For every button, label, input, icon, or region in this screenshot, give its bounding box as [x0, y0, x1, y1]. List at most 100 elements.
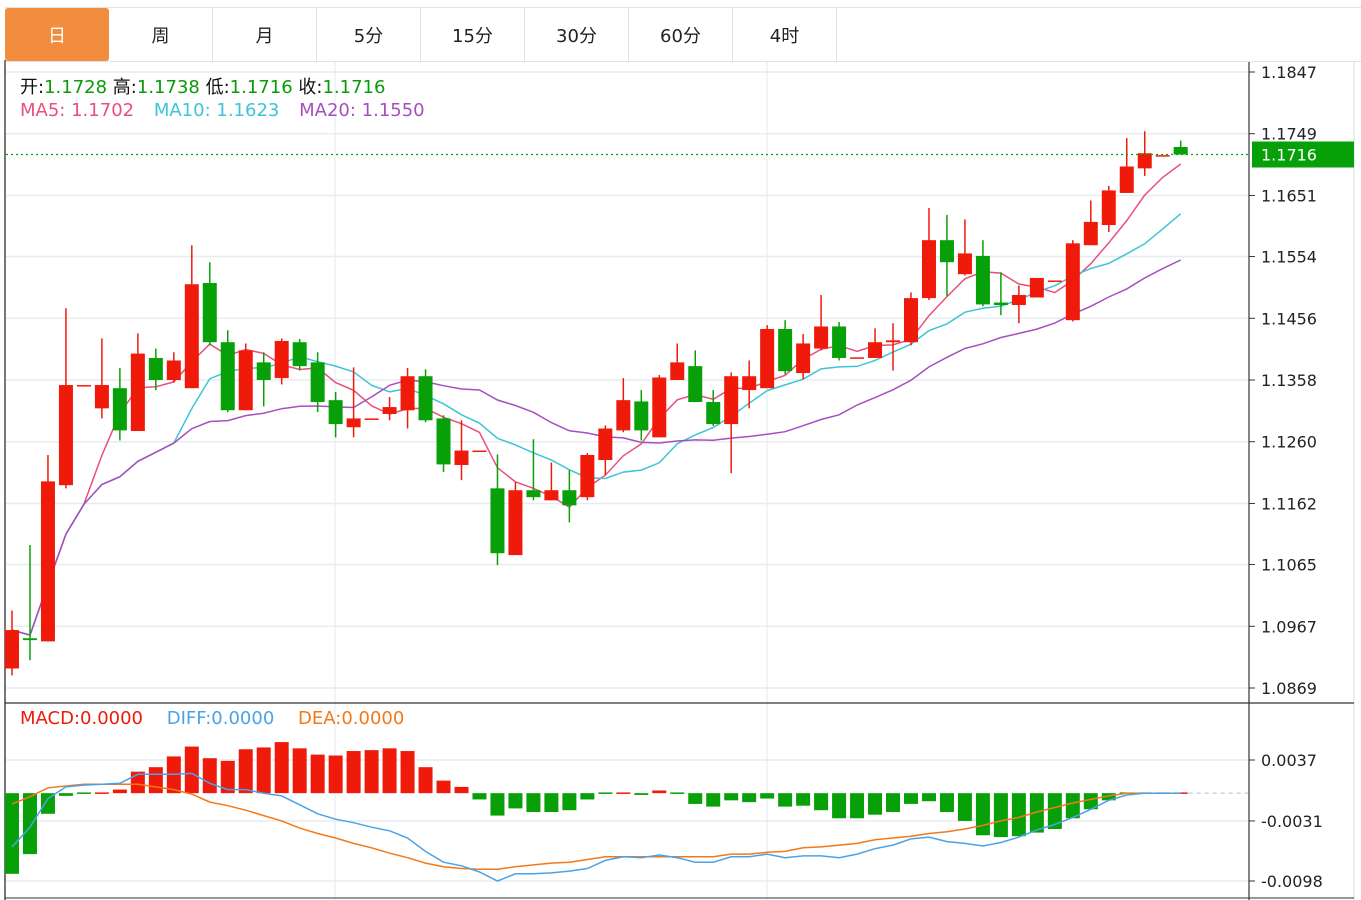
candle-body — [490, 488, 505, 554]
candle — [292, 339, 307, 371]
dea-value: 0.0000 — [341, 708, 405, 729]
macd-bar — [868, 793, 883, 815]
macd-bar — [760, 793, 775, 799]
candle — [580, 453, 595, 501]
candle-body — [400, 376, 415, 411]
candle — [616, 378, 631, 433]
candle-body — [688, 366, 703, 403]
macd-bar — [1011, 793, 1026, 837]
candle-body — [508, 490, 523, 556]
candle — [634, 390, 649, 441]
candle-body — [796, 343, 811, 374]
candle-body — [921, 240, 936, 299]
candle-body — [1083, 221, 1098, 246]
macd-bar — [364, 750, 379, 794]
candle — [202, 262, 217, 346]
tab-4hour[interactable]: 4时 — [733, 8, 837, 61]
left-border — [4, 60, 6, 900]
candle — [148, 348, 163, 391]
ma20-line — [11, 259, 1182, 637]
last-price-tag — [1252, 141, 1354, 168]
candle — [382, 397, 397, 421]
tab-60min[interactable]: 60分 — [629, 8, 733, 61]
macd-bar — [184, 746, 199, 794]
candle — [58, 308, 73, 489]
macd-bar — [814, 793, 829, 811]
price-tick-label: 1.0967 — [1261, 617, 1317, 636]
candle-body — [706, 402, 721, 425]
macd-bar — [310, 754, 325, 794]
macd-tick-label: -0.0098 — [1261, 872, 1323, 891]
macd-bar — [436, 780, 451, 794]
candle-body — [94, 385, 109, 409]
macd-bar — [508, 793, 523, 809]
macd-bar — [382, 748, 397, 794]
macd-bar — [526, 793, 541, 812]
macd-bar — [328, 755, 343, 794]
high-value: 1.1738 — [136, 77, 200, 98]
candle — [706, 390, 721, 426]
tab-day[interactable]: 日 — [5, 8, 109, 61]
candle-body — [1173, 146, 1188, 155]
macd-bar — [1029, 793, 1044, 833]
ma10-line — [11, 213, 1182, 637]
candle-body — [256, 362, 271, 380]
tab-15min[interactable]: 15分 — [421, 8, 525, 61]
candle — [1101, 186, 1116, 232]
macd-bar — [238, 749, 253, 794]
macd-bar — [634, 793, 649, 795]
price-tick-label: 1.1651 — [1261, 186, 1317, 205]
candle-body — [130, 353, 145, 432]
tab-5min[interactable]: 5分 — [317, 8, 421, 61]
open-label: 开: — [20, 77, 45, 98]
macd-bar — [202, 758, 217, 794]
candle-body — [274, 340, 289, 379]
macd-tick-label: -0.0031 — [1261, 812, 1323, 831]
macd-bar — [742, 793, 757, 803]
candle — [310, 352, 325, 413]
candle-body — [184, 284, 199, 389]
candle-body — [868, 342, 883, 358]
candle-body — [112, 388, 127, 431]
candle — [796, 334, 811, 380]
tab-week[interactable]: 周 — [109, 8, 213, 61]
candle — [256, 352, 271, 407]
candle-body — [1065, 243, 1080, 321]
macd-bar — [58, 793, 73, 796]
candle-body — [598, 428, 613, 460]
macd-bar — [148, 767, 163, 794]
candle — [742, 360, 757, 409]
tab-month[interactable]: 月 — [213, 8, 317, 61]
candle — [436, 415, 451, 472]
candle-body — [1011, 294, 1026, 306]
ma20-value: 1.1550 — [361, 100, 425, 121]
candle — [562, 470, 577, 523]
candle — [993, 272, 1008, 316]
candle-body — [382, 407, 397, 415]
candle-body — [652, 377, 667, 438]
macd-bar — [130, 771, 145, 794]
candle — [274, 338, 289, 385]
candle-body — [993, 302, 1008, 306]
macd-bar — [454, 786, 469, 794]
price-tick-label: 1.1749 — [1261, 125, 1317, 144]
macd-bar — [975, 793, 990, 836]
macd-bar — [1065, 793, 1080, 819]
macd-tick-label: 0.0037 — [1261, 751, 1317, 770]
macd-bar — [562, 793, 577, 811]
candle — [328, 391, 343, 438]
tab-30min[interactable]: 30分 — [525, 8, 629, 61]
price-tick-label: 1.1358 — [1261, 371, 1317, 390]
candle-body — [544, 490, 559, 501]
macd-bar — [112, 789, 127, 794]
candle-body — [436, 418, 451, 465]
macd-bar — [5, 793, 19, 874]
candle-body — [939, 240, 954, 263]
candle — [868, 328, 883, 358]
period-tabs: 日 周 月 5分 15分 30分 60分 4时 — [5, 7, 1361, 62]
candle — [544, 462, 559, 501]
candle — [904, 292, 918, 346]
ma10-label: MA10: — [153, 100, 211, 121]
candle-body — [904, 298, 918, 343]
